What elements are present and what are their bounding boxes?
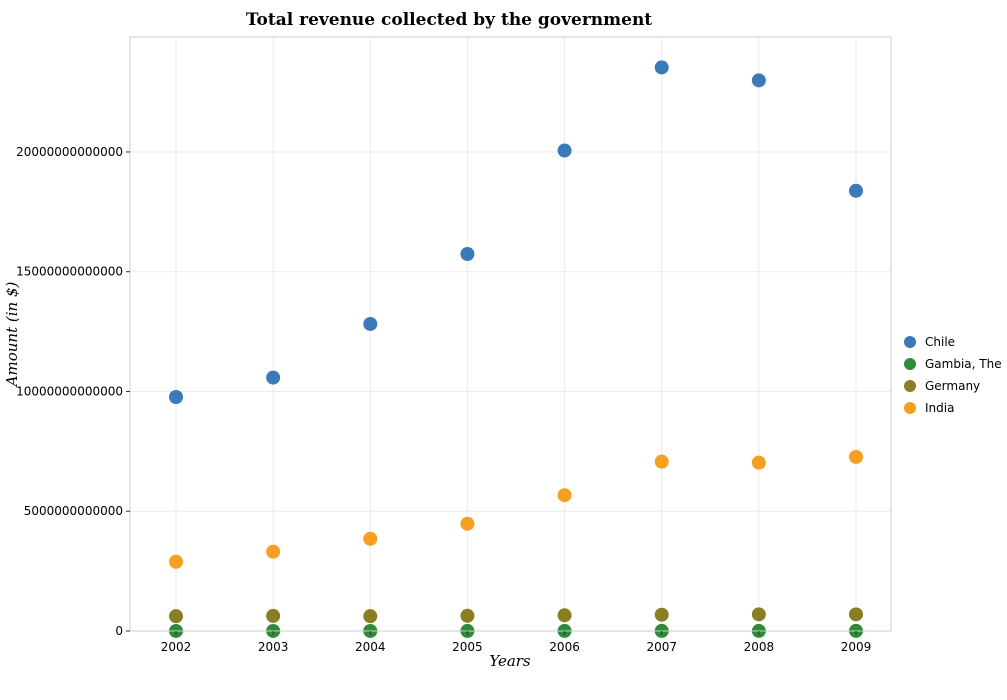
x-tick-label: 2004 — [355, 640, 386, 654]
data-point — [169, 389, 183, 404]
data-point — [460, 516, 475, 531]
x-tick-label: 2009 — [841, 640, 872, 654]
data-point — [266, 608, 281, 623]
data-point — [849, 183, 863, 198]
series-chile — [169, 60, 863, 404]
data-point — [557, 143, 572, 158]
legend-label: Germany — [925, 379, 980, 393]
data-point — [460, 247, 475, 262]
chart-title: Total revenue collected by the governmen… — [246, 10, 652, 30]
data-point — [460, 608, 475, 623]
legend: Chile Gambia, The Germany India — [904, 335, 1002, 415]
series-germany — [169, 607, 863, 624]
x-axis-ticks: 2002 2003 2004 2005 2006 2007 2008 2009 — [161, 631, 872, 654]
x-tick-label: 2003 — [258, 640, 289, 654]
data-point — [266, 370, 281, 385]
y-tick-label: 0 — [115, 624, 123, 638]
legend-marker — [904, 380, 916, 392]
plot-background — [130, 37, 891, 631]
series-india — [169, 449, 863, 569]
data-point — [363, 609, 378, 624]
x-tick-label: 2005 — [452, 640, 483, 654]
y-axis-label: Amount (in $) — [3, 282, 21, 389]
x-tick-label: 2008 — [744, 640, 775, 654]
y-tick-label: 15000000000000 — [16, 265, 123, 279]
legend-label: Gambia, The — [925, 357, 1002, 371]
x-tick-label: 2007 — [646, 640, 677, 654]
grid-x — [175, 37, 857, 631]
data-point — [849, 607, 863, 622]
data-point — [363, 531, 378, 546]
data-point — [169, 554, 183, 569]
legend-label: India — [925, 401, 954, 415]
data-point — [557, 488, 572, 503]
plot-area — [129, 36, 892, 638]
data-point — [169, 609, 183, 624]
x-tick-label: 2006 — [549, 640, 580, 654]
legend-marker — [904, 358, 916, 370]
data-point — [557, 608, 572, 623]
data-point — [654, 454, 669, 469]
y-tick-label: 20000000000000 — [16, 145, 123, 159]
legend-label: Chile — [925, 335, 955, 349]
data-point — [363, 316, 378, 331]
data-point — [751, 73, 766, 88]
data-point — [654, 607, 669, 622]
data-point — [849, 449, 863, 464]
legend-marker — [904, 336, 916, 348]
y-tick-label: 10000000000000 — [16, 384, 123, 398]
data-point — [751, 455, 766, 470]
y-tick-label: 5000000000000 — [24, 504, 123, 518]
y-axis-ticks: 0 5000000000000 10000000000000 150000000000… — [16, 145, 130, 638]
x-axis-label: Years — [489, 652, 531, 670]
data-point — [751, 607, 766, 622]
x-tick-label: 2002 — [161, 640, 192, 654]
legend-marker — [904, 402, 916, 414]
plot-frame — [129, 36, 892, 632]
series-layer — [169, 60, 863, 638]
data-point — [266, 544, 281, 559]
data-point — [654, 60, 669, 75]
